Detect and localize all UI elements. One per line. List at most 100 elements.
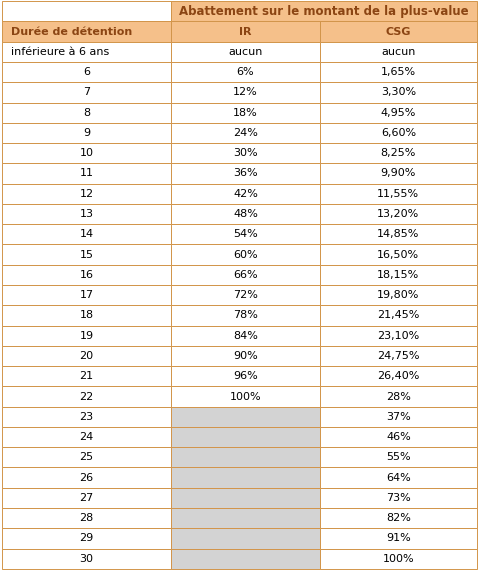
- Bar: [171, 62, 320, 82]
- Bar: [320, 22, 477, 42]
- Text: 24: 24: [80, 432, 94, 442]
- Text: 13: 13: [80, 209, 93, 219]
- Bar: [320, 204, 477, 224]
- Text: 13,20%: 13,20%: [377, 209, 420, 219]
- Text: 18%: 18%: [233, 108, 258, 117]
- Text: 16: 16: [80, 270, 93, 280]
- Bar: [171, 528, 320, 548]
- Bar: [320, 366, 477, 386]
- Bar: [171, 42, 320, 62]
- Text: 90%: 90%: [233, 351, 258, 361]
- Bar: [2, 528, 171, 548]
- Text: 7: 7: [83, 87, 90, 97]
- Bar: [320, 427, 477, 447]
- Bar: [2, 488, 171, 508]
- Text: inférieure à 6 ans: inférieure à 6 ans: [11, 47, 109, 57]
- Text: CSG: CSG: [386, 27, 411, 36]
- Bar: [320, 184, 477, 204]
- Bar: [171, 184, 320, 204]
- Text: 54%: 54%: [233, 229, 258, 239]
- Text: 12%: 12%: [233, 87, 258, 97]
- Bar: [2, 306, 171, 325]
- Bar: [320, 467, 477, 488]
- Text: 18,15%: 18,15%: [377, 270, 420, 280]
- Text: 26: 26: [80, 473, 93, 483]
- Bar: [320, 143, 477, 164]
- Bar: [2, 164, 171, 184]
- Text: 9: 9: [83, 128, 90, 138]
- Bar: [171, 488, 320, 508]
- Bar: [171, 508, 320, 528]
- Text: 37%: 37%: [386, 412, 411, 422]
- Text: 36%: 36%: [233, 169, 258, 178]
- Text: 72%: 72%: [233, 290, 258, 300]
- Text: 15: 15: [80, 250, 93, 259]
- Bar: [2, 22, 171, 42]
- Text: 16,50%: 16,50%: [377, 250, 420, 259]
- Bar: [2, 508, 171, 528]
- Bar: [2, 427, 171, 447]
- Text: Durée de détention: Durée de détention: [11, 27, 132, 36]
- Bar: [2, 1, 171, 22]
- Text: IR: IR: [239, 27, 251, 36]
- Bar: [2, 143, 171, 164]
- Bar: [2, 548, 171, 569]
- Bar: [171, 82, 320, 103]
- Bar: [320, 406, 477, 427]
- Text: 23: 23: [80, 412, 93, 422]
- Text: 6%: 6%: [237, 67, 254, 77]
- Text: 19: 19: [80, 331, 93, 341]
- Bar: [2, 62, 171, 82]
- Bar: [320, 164, 477, 184]
- Text: 23,10%: 23,10%: [377, 331, 420, 341]
- Bar: [171, 245, 320, 264]
- Text: 10: 10: [80, 148, 93, 158]
- Bar: [320, 447, 477, 467]
- Bar: [2, 366, 171, 386]
- Text: 20: 20: [80, 351, 93, 361]
- Bar: [171, 123, 320, 143]
- Bar: [320, 123, 477, 143]
- Text: 14,85%: 14,85%: [377, 229, 420, 239]
- Text: Abattement sur le montant de la plus-value: Abattement sur le montant de la plus-val…: [179, 5, 468, 18]
- Bar: [171, 386, 320, 406]
- Bar: [320, 103, 477, 123]
- Bar: [2, 325, 171, 346]
- Text: 8,25%: 8,25%: [381, 148, 416, 158]
- Bar: [2, 346, 171, 366]
- Bar: [320, 306, 477, 325]
- Text: 4,95%: 4,95%: [381, 108, 416, 117]
- Text: 30%: 30%: [233, 148, 258, 158]
- Text: 11,55%: 11,55%: [377, 189, 420, 199]
- Bar: [320, 82, 477, 103]
- Bar: [320, 488, 477, 508]
- Bar: [171, 548, 320, 569]
- Text: 24,75%: 24,75%: [377, 351, 420, 361]
- Bar: [171, 164, 320, 184]
- Bar: [171, 1, 477, 22]
- Text: 22: 22: [80, 392, 94, 401]
- Text: 9,90%: 9,90%: [381, 169, 416, 178]
- Bar: [2, 123, 171, 143]
- Text: 3,30%: 3,30%: [381, 87, 416, 97]
- Bar: [171, 366, 320, 386]
- Bar: [2, 245, 171, 264]
- Text: 27: 27: [80, 493, 94, 503]
- Bar: [2, 224, 171, 245]
- Text: aucun: aucun: [381, 47, 416, 57]
- Bar: [320, 386, 477, 406]
- Text: 96%: 96%: [233, 371, 258, 381]
- Bar: [171, 427, 320, 447]
- Bar: [171, 467, 320, 488]
- Text: 100%: 100%: [383, 553, 414, 564]
- Text: 91%: 91%: [386, 534, 411, 543]
- Text: 12: 12: [80, 189, 93, 199]
- Text: 1,65%: 1,65%: [381, 67, 416, 77]
- Text: 21,45%: 21,45%: [377, 311, 420, 320]
- Text: 100%: 100%: [229, 392, 261, 401]
- Text: 21: 21: [80, 371, 93, 381]
- Text: 19,80%: 19,80%: [377, 290, 420, 300]
- Bar: [2, 447, 171, 467]
- Bar: [320, 264, 477, 285]
- Bar: [320, 325, 477, 346]
